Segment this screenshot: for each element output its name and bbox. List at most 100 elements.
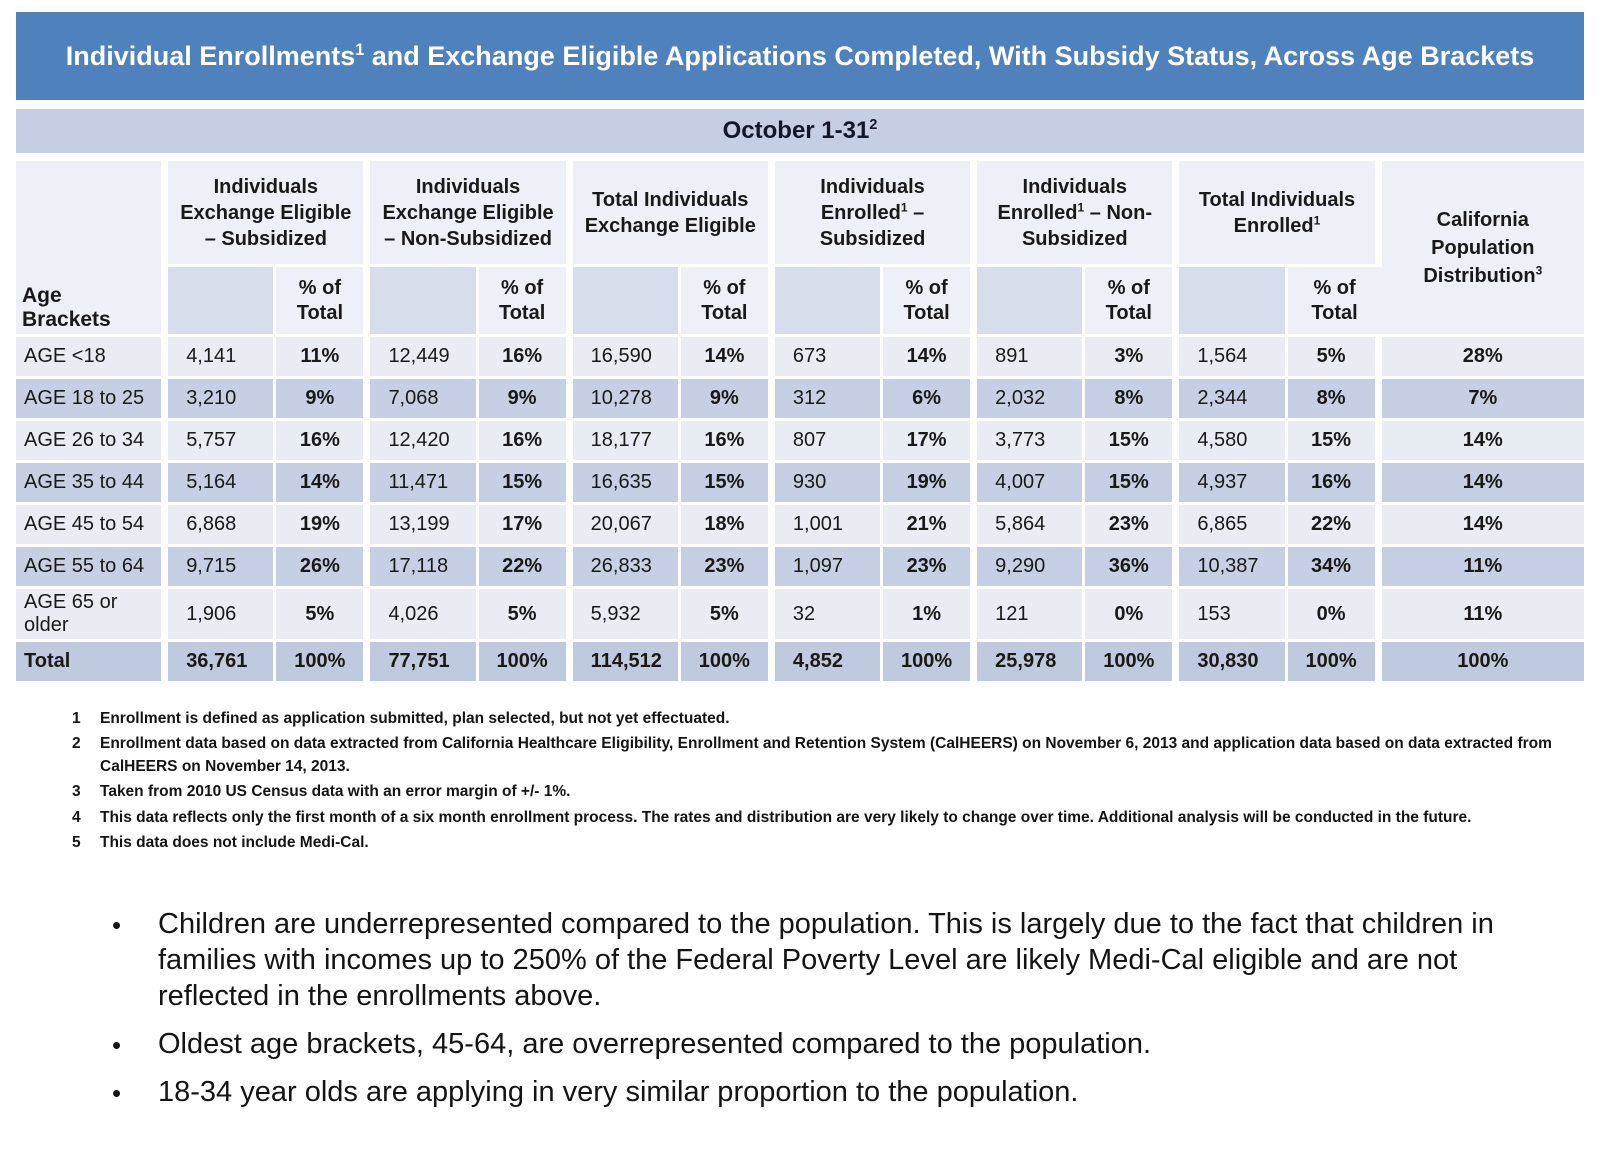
count-cell: 3,773 (977, 421, 1086, 463)
percent-cell: 5% (680, 589, 775, 642)
count-subheader (774, 267, 884, 337)
count-cell: 9,290 (977, 547, 1086, 589)
count-cell: 312 (774, 379, 884, 421)
percent-cell: 14% (680, 337, 775, 379)
percent-cell: 3% (1085, 337, 1180, 379)
group-label: Total Individuals Exchange Eligible (584, 188, 756, 237)
percent-cell: 15% (1287, 421, 1382, 463)
count-cell: 10,278 (572, 379, 681, 421)
percent-cell: 0% (1287, 589, 1382, 642)
percent-cell: 100% (680, 642, 775, 684)
percent-cell: 16% (1287, 463, 1382, 505)
group-label: Individuals Exchange Eligible – Subsidiz… (180, 175, 352, 250)
group-header-row: Age Brackets Individuals Exchange Eligib… (16, 161, 1584, 337)
count-cell: 4,580 (1179, 421, 1288, 463)
footnote-number: 2 (72, 735, 81, 753)
enrollment-table: Age Brackets Individuals Exchange Eligib… (16, 161, 1584, 684)
footnote-number: 3 (72, 783, 81, 801)
count-cell: 12,420 (370, 421, 479, 463)
population-cell: 14% (1381, 463, 1584, 505)
group-footnote-marker: 1 (900, 199, 908, 214)
count-cell: 2,344 (1179, 379, 1288, 421)
percent-cell: 15% (1085, 463, 1180, 505)
count-cell: 5,164 (168, 463, 277, 505)
col-group-enrolled-non-subsidized: Individuals Enrolled1 – Non-Subsidized (977, 161, 1180, 267)
count-cell: 4,026 (370, 589, 479, 642)
percent-cell: 5% (276, 589, 371, 642)
count-cell: 114,512 (572, 642, 681, 684)
count-cell: 3,210 (168, 379, 277, 421)
percent-cell: 26% (276, 547, 371, 589)
title-bar: Individual Enrollments1 and Exchange Eli… (16, 12, 1584, 100)
percent-cell: 14% (883, 337, 978, 379)
count-cell: 1,564 (1179, 337, 1288, 379)
row-label: AGE 65 or older (16, 589, 169, 642)
count-cell: 4,007 (977, 463, 1086, 505)
count-cell: 891 (977, 337, 1086, 379)
table-row: AGE 55 to 64 9,715 26% 17,118 22% 26,833 23% 1,… (16, 547, 1584, 589)
count-subheader (370, 267, 479, 337)
count-cell: 10,387 (1179, 547, 1288, 589)
population-cell: 14% (1381, 505, 1584, 547)
bullet-text: Oldest age brackets, 45-64, are overrepr… (158, 1027, 1152, 1060)
footnote: 3 Taken from 2010 US Census data with an … (72, 781, 1580, 803)
count-cell: 16,635 (572, 463, 681, 505)
count-cell: 4,852 (774, 642, 884, 684)
page-title: Individual Enrollments1 and Exchange Eli… (66, 41, 1535, 72)
count-cell: 16,590 (572, 337, 681, 379)
percent-cell: 16% (478, 421, 573, 463)
count-subheader (168, 267, 277, 337)
percent-cell: 19% (883, 463, 978, 505)
key-findings: • Children are underrepresented compared … (112, 907, 1540, 1111)
count-cell: 673 (774, 337, 884, 379)
count-cell: 18,177 (572, 421, 681, 463)
count-cell: 12,449 (370, 337, 479, 379)
percent-cell: 9% (276, 379, 371, 421)
bullet-item: • 18-34 year olds are applying in very si… (112, 1075, 1540, 1111)
count-subheader (977, 267, 1086, 337)
percent-cell: 100% (1287, 642, 1382, 684)
percent-subheader: % of Total (883, 267, 978, 337)
col-group-enrolled-subsidized: Individuals Enrolled1 – Subsidized (774, 161, 978, 267)
bullet-text: 18-34 year olds are applying in very sim… (158, 1075, 1079, 1108)
count-cell: 17,118 (370, 547, 479, 589)
percent-cell: 8% (1287, 379, 1382, 421)
percent-cell: 15% (680, 463, 775, 505)
percent-subheader: % of Total (680, 267, 775, 337)
footnote-text: Enrollment is defined as application sub… (100, 710, 730, 727)
footnote: 1 Enrollment is defined as application su… (72, 708, 1580, 730)
table-body: AGE <18 4,141 11% 12,449 16% 16,590 14% 673 14% 8… (16, 337, 1584, 684)
footnote-text: This data reflects only the first month … (100, 808, 1472, 826)
bullet-item: • Oldest age brackets, 45-64, are overrep… (112, 1027, 1540, 1063)
count-cell: 7,068 (370, 379, 479, 421)
row-label: Total (16, 642, 169, 684)
percent-subheader: % of Total (276, 267, 371, 337)
count-cell: 13,199 (370, 505, 479, 547)
count-cell: 26,833 (572, 547, 681, 589)
group-label: Individuals Enrolled (997, 175, 1127, 224)
bullet-icon: • (112, 1077, 122, 1108)
count-cell: 4,141 (168, 337, 277, 379)
percent-cell: 36% (1085, 547, 1180, 589)
count-cell: 5,932 (572, 589, 681, 642)
group-label: Total Individuals Enrolled (1198, 188, 1356, 237)
percent-cell: 19% (276, 505, 371, 547)
footnote-text: Taken from 2010 US Census data with an e… (100, 783, 571, 801)
percent-cell: 23% (680, 547, 775, 589)
population-cell: 14% (1381, 421, 1584, 463)
count-cell: 30,830 (1179, 642, 1288, 684)
age-brackets-header: Age Brackets (16, 161, 169, 337)
percent-cell: 8% (1085, 379, 1180, 421)
count-cell: 1,906 (168, 589, 277, 642)
population-cell: 28% (1381, 337, 1584, 379)
bullet-item: • Children are underrepresented compared … (112, 907, 1540, 1015)
percent-cell: 14% (276, 463, 371, 505)
col-group-exchange-eligible-subsidized: Individuals Exchange Eligible – Subsidiz… (168, 161, 371, 267)
row-label: AGE 26 to 34 (16, 421, 169, 463)
title-text-continued: and Exchange Eligible Applications Compl… (364, 40, 1535, 71)
count-cell: 807 (774, 421, 884, 463)
footnote: 2 Enrollment data based on data extracted… (72, 733, 1580, 778)
percent-cell: 100% (1085, 642, 1180, 684)
row-label: AGE 45 to 54 (16, 505, 169, 547)
